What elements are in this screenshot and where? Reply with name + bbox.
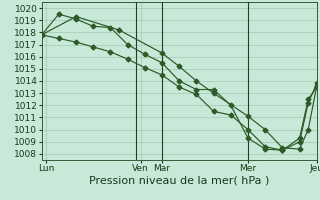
- X-axis label: Pression niveau de la mer( hPa ): Pression niveau de la mer( hPa ): [89, 176, 269, 186]
